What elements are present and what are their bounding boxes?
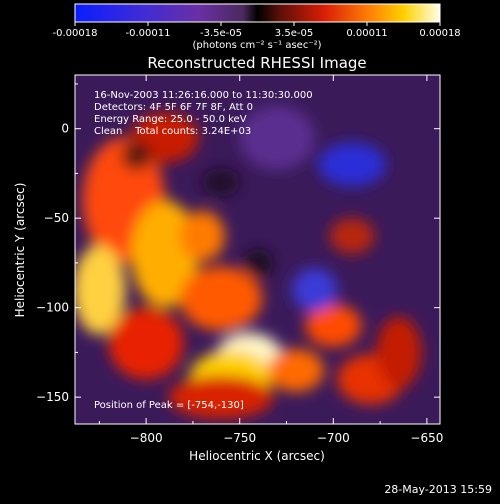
timestamp: 28-May-2013 15:59 [384, 483, 492, 496]
heatmap-blob [121, 141, 152, 170]
heatmap-blob [292, 268, 338, 312]
colorbar-tick: -0.00011 [126, 22, 171, 39]
colorbar-tick: -0.00018 [53, 22, 98, 39]
x-tick: −650 [410, 75, 443, 445]
annotation-detectors: Detectors: 4F 5F 6F 7F 8F, Att 0 [94, 102, 253, 113]
x-tick: −750 [223, 75, 256, 445]
chart-title: Reconstructed RHESSI Image [147, 54, 366, 72]
y-tick: −50 [44, 211, 440, 225]
x-tick: −700 [317, 75, 350, 445]
annotation-time-range: 16-Nov-2003 11:26:16.000 to 11:30:30.000 [94, 90, 313, 101]
heatmap-blob [75, 245, 126, 335]
y-tick-label: −100 [36, 301, 69, 315]
colorbar-tick-label: -3.5e-05 [200, 28, 242, 39]
x-tick-label: −750 [223, 431, 256, 445]
colorbar-tick-label: -0.00011 [126, 28, 171, 39]
colorbar-tick-label: 0.00018 [419, 28, 460, 39]
y-tick-label: −50 [44, 211, 69, 225]
heatmap-blob [305, 304, 362, 348]
colorbar-unit-label: (photons cm⁻² s⁻¹ asec⁻²) [192, 40, 321, 51]
y-tick: −150 [36, 390, 440, 404]
y-tick: 0 [61, 122, 440, 136]
heatmap-blob [267, 348, 324, 392]
colorbar-tick: -3.5e-05 [200, 22, 242, 39]
annotation-peak-position: Position of Peak = [-754,-130] [94, 400, 244, 411]
heatmap-blob [239, 105, 315, 170]
heatmap-blob [108, 307, 184, 380]
y-tick: −100 [36, 301, 440, 315]
axis-ticks: −800 −750 −700 −650 0 −50 −100 −150 [36, 75, 443, 445]
y-axis-label: Heliocentric Y (arcsec) [13, 183, 27, 318]
annotation-total-counts: Clean Total counts: 3.24E+03 [94, 126, 251, 137]
heatmap-blob [179, 266, 263, 331]
y-tick-label: 0 [61, 122, 69, 136]
colorbar-ticks: -0.00018 -0.00011 -3.5e-05 3.5e-05 0.00011 0.… [53, 22, 461, 39]
colorbar-tick-label: 3.5e-05 [275, 28, 313, 39]
annotation-energy-range: Energy Range: 25.0 - 50.0 keV [94, 114, 247, 125]
colorbar-tick: 0.00011 [346, 22, 388, 39]
x-tick-label: −800 [130, 431, 163, 445]
x-tick-label: −700 [317, 431, 350, 445]
colorbar-tick: 0.00018 [419, 22, 461, 39]
plot-frame [74, 74, 441, 425]
heatmap [75, 75, 440, 424]
y-tick-label: −150 [36, 390, 69, 404]
heatmap-blob [179, 211, 225, 262]
x-tick-label: −650 [410, 431, 443, 445]
colorbar-tick: 3.5e-05 [275, 22, 313, 39]
heatmap-blob [329, 218, 375, 254]
heatmap-blob [318, 143, 386, 186]
colorbar-tick-label: 0.00011 [346, 28, 387, 39]
heatmap-blob [243, 248, 274, 278]
colorbar-tick-label: -0.00018 [53, 28, 98, 39]
heatmap-blob [202, 168, 240, 197]
heatmap-blob [376, 316, 422, 389]
x-tick: −800 [130, 75, 163, 445]
colorbar [74, 3, 441, 23]
x-axis-label: Heliocentric X (arcsec) [189, 449, 325, 463]
heatmap-blob [168, 375, 274, 419]
